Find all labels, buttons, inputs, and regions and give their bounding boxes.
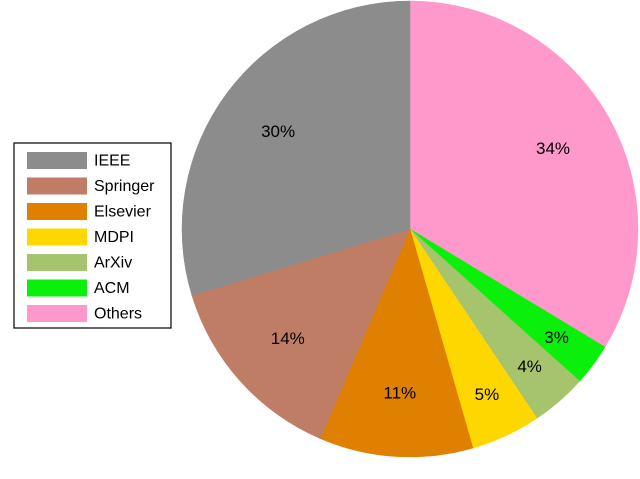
pie-slice-label-acm: 3% <box>544 328 569 347</box>
pie-slice-label-ieee: 30% <box>261 122 295 141</box>
legend-label-mdpi: MDPI <box>94 229 134 246</box>
pie-slices <box>181 0 639 458</box>
legend-label-others: Others <box>94 306 142 323</box>
legend-label-acm: ACM <box>94 280 130 297</box>
legend-label-elsevier: Elsevier <box>94 204 152 221</box>
legend-swatch-acm <box>27 279 87 297</box>
legend-swatch-ieee <box>27 152 87 169</box>
pie-slice-springer <box>191 228 411 439</box>
legend-label-arxiv: ArXiv <box>94 255 132 272</box>
pie-slice-elsevier <box>319 228 474 458</box>
legend-label-ieee: IEEE <box>94 153 130 170</box>
pie-slice-label-mdpi: 5% <box>475 385 500 404</box>
pie-slice-label-elsevier: 11% <box>383 383 416 402</box>
pie-slice-label-arxiv: 4% <box>517 357 542 376</box>
pie-slice-others <box>409 0 639 348</box>
legend-swatch-elsevier <box>27 203 87 220</box>
legend-swatch-arxiv <box>27 254 87 271</box>
pie-slice-ieee <box>181 0 411 296</box>
pie-slice-label-others: 34% <box>536 139 570 158</box>
pie-slice-label-springer: 14% <box>271 329 305 348</box>
legend-swatch-others <box>27 305 87 322</box>
legend-label-springer: Springer <box>94 178 155 195</box>
pie-slice-labels: 34% 3%4% 5% 11% 14% 30% <box>261 122 570 404</box>
legend-swatch-mdpi <box>27 228 87 246</box>
legend: IEEE Springer Elsevier MDPI ArXiv ACM Others <box>13 142 172 329</box>
legend-swatch-springer <box>27 177 87 195</box>
